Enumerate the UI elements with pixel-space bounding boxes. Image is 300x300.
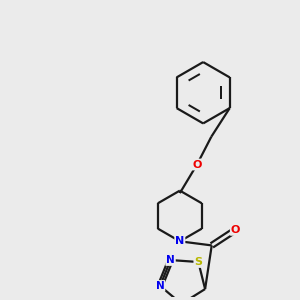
Text: O: O (192, 160, 202, 170)
Text: O: O (231, 225, 240, 235)
Text: S: S (194, 257, 202, 267)
Text: N: N (156, 281, 164, 291)
Text: N: N (166, 255, 175, 265)
Text: N: N (175, 236, 184, 246)
